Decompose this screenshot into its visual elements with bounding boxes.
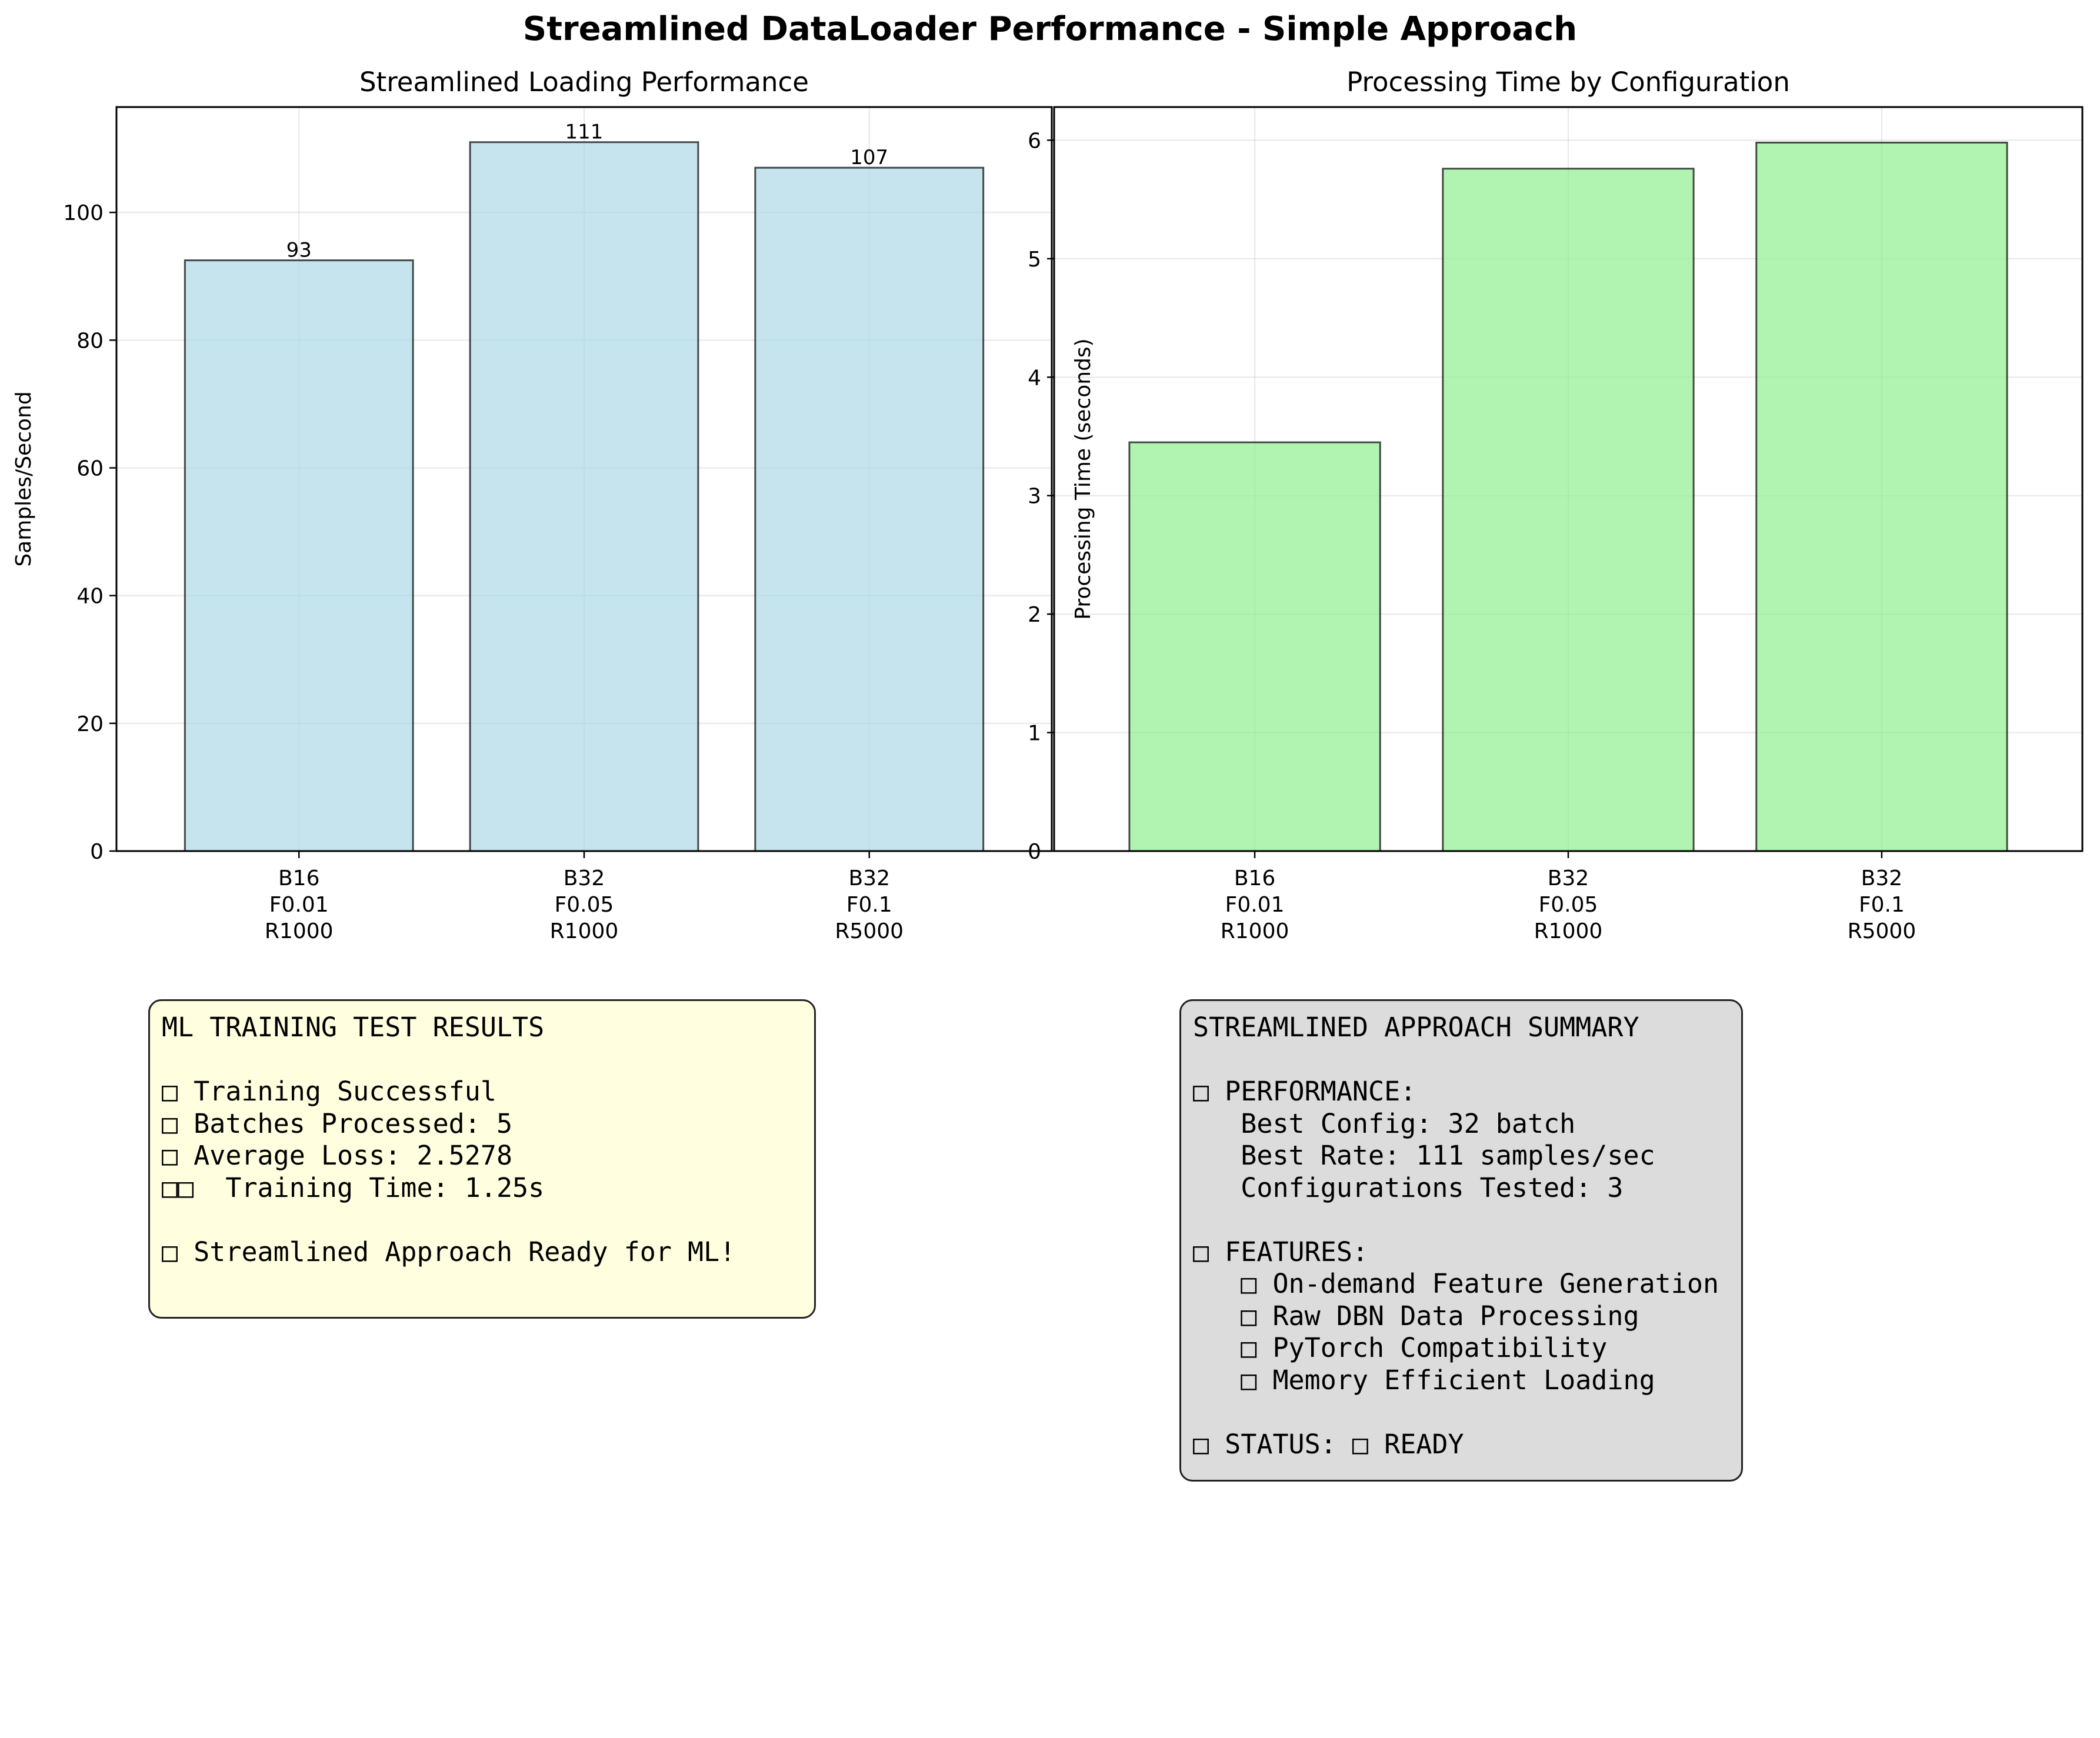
summary-line: Configurations Tested: 3: [1193, 1172, 1624, 1203]
y-tick-label: 3: [1028, 485, 1041, 509]
bar: [469, 141, 699, 852]
bar: [184, 259, 414, 852]
y-tick-label: 60: [76, 456, 104, 481]
y-axis-label: Processing Time (seconds): [1071, 338, 1095, 619]
summary-line: [1193, 1396, 1741, 1429]
results-line: ML TRAINING TEST RESULTS: [162, 1012, 545, 1043]
x-tick-label: B32 F0.1 R5000: [835, 866, 904, 943]
results-line: [162, 1204, 814, 1236]
x-tick-label: B32 F0.1 R5000: [1848, 866, 1916, 943]
results-line: □□ Training Time: 1.25s: [162, 1172, 545, 1203]
y-tick-label: 20: [76, 712, 104, 736]
chart-title: Streamlined Loading Performance: [359, 66, 809, 98]
figure-suptitle: Streamlined DataLoader Performance - Sim…: [523, 10, 1577, 48]
summary-line: STREAMLINED APPROACH SUMMARY: [1193, 1012, 1639, 1043]
y-tick-label: 2: [1028, 603, 1041, 627]
summary-line: Best Config: 32 batch: [1193, 1107, 1576, 1139]
summary-line: □ STATUS: □ READY: [1193, 1428, 1464, 1460]
results-line: □ Average Loss: 2.5278: [162, 1140, 513, 1171]
bar: [1442, 168, 1695, 852]
y-tick-label: 6: [1028, 129, 1041, 153]
data-label: 111: [565, 121, 604, 144]
results-line: [162, 1044, 814, 1076]
ml-training-results-box: ML TRAINING TEST RESULTS □ Training Succe…: [148, 999, 816, 1319]
chart-processing-time: 0 1 2 3 4 5 6 B16 F0.01 R1000 B32 F0.05 R1000 B32 F0.1…: [1028, 66, 2084, 943]
x-tick-label: B16 F0.01 R1000: [265, 866, 334, 943]
y-tick-label: 40: [76, 585, 104, 609]
results-line: □ Training Successful: [162, 1076, 496, 1107]
x-tick-label: B16 F0.01 R1000: [1221, 866, 1289, 943]
y-tick-label: 0: [90, 840, 104, 864]
bar: [1128, 441, 1381, 852]
summary-line: □ PERFORMANCE:: [1193, 1076, 1416, 1107]
summary-line: □ FEATURES:: [1193, 1236, 1369, 1267]
y-tick-label: 0: [1028, 840, 1041, 864]
bar: [1755, 141, 2008, 852]
chart-title: Processing Time by Configuration: [1346, 66, 1790, 98]
y-axis-label: Samples/Second: [12, 391, 36, 566]
summary-line: [1193, 1044, 1741, 1076]
streamlined-summary-box: STREAMLINED APPROACH SUMMARY □ PERFORMANC…: [1179, 999, 1743, 1482]
summary-line: □ Memory Efficient Loading: [1193, 1364, 1655, 1396]
summary-line: [1193, 1204, 1741, 1236]
x-tick-label: B32 F0.05 R1000: [1534, 866, 1603, 943]
y-tick-label: 100: [63, 201, 104, 225]
data-label: 107: [850, 146, 888, 169]
data-label: 93: [286, 239, 312, 262]
y-tick-label: 5: [1028, 248, 1041, 272]
summary-line: □ On-demand Feature Generation: [1193, 1268, 1719, 1299]
x-tick-label: B32 F0.05 R1000: [550, 866, 619, 943]
y-tick-label: 1: [1028, 722, 1041, 746]
results-line: □ Batches Processed: 5: [162, 1107, 513, 1139]
y-tick-label: 80: [76, 329, 104, 353]
summary-line: Best Rate: 111 samples/sec: [1193, 1140, 1655, 1171]
summary-line: □ Raw DBN Data Processing: [1193, 1300, 1639, 1332]
summary-line: □ PyTorch Compatibility: [1193, 1332, 1608, 1363]
bar: [754, 166, 985, 852]
y-tick-label: 4: [1028, 366, 1041, 390]
results-line: □ Streamlined Approach Ready for ML!: [162, 1236, 736, 1267]
